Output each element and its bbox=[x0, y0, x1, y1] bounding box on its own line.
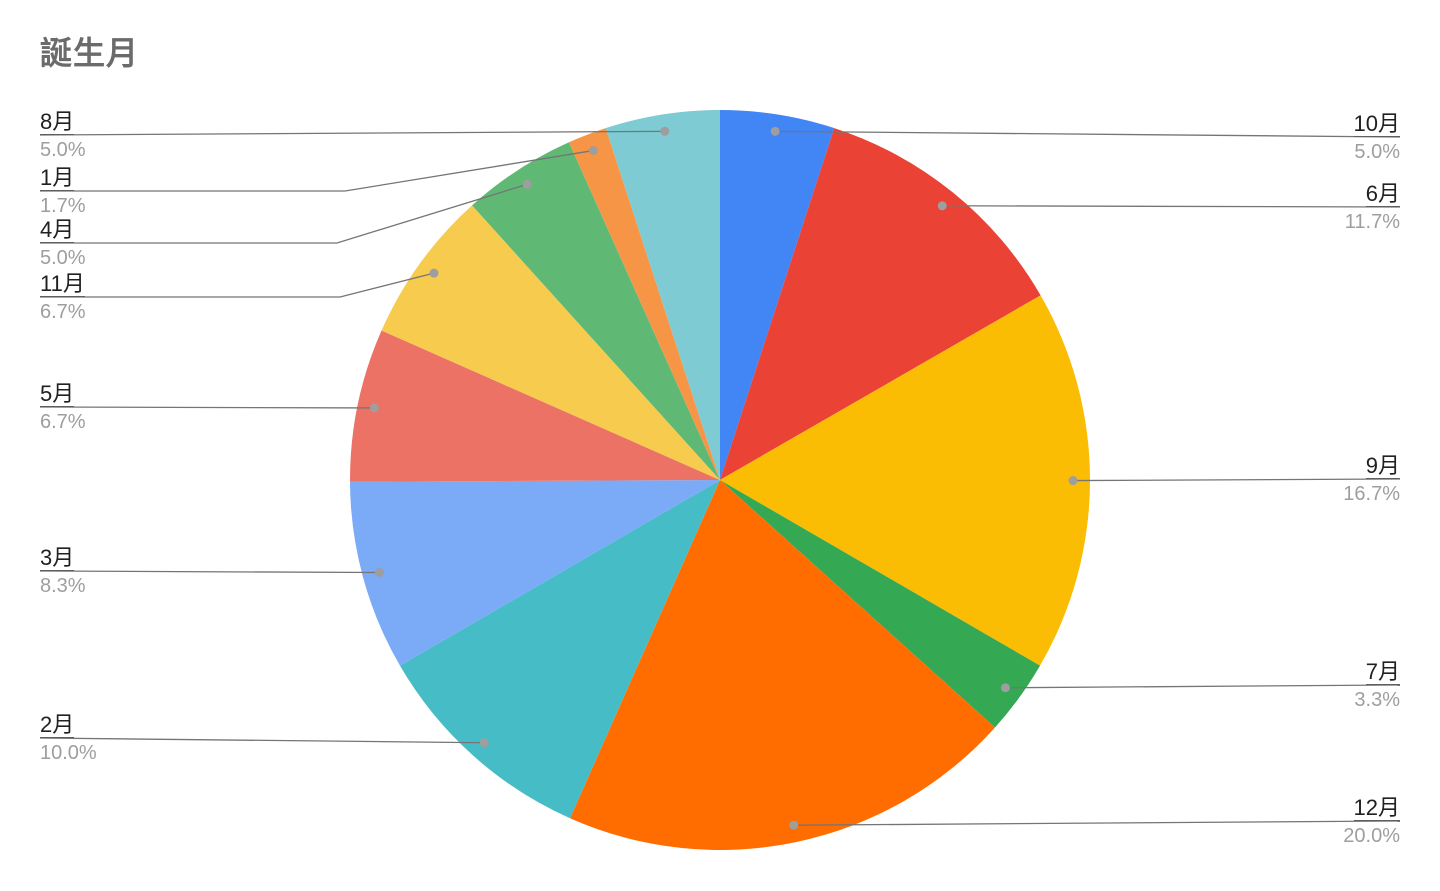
slice-label-percent: 6.7% bbox=[40, 301, 86, 323]
pie-slice-11月[interactable] bbox=[381, 205, 720, 480]
slice-label-month: 8月 bbox=[40, 109, 75, 135]
slice-label-2月: 2月 10.0% bbox=[40, 712, 97, 765]
slice-label-month: 4月 bbox=[40, 217, 75, 243]
leader-line-4月 bbox=[40, 183, 528, 244]
slice-label-month: 11月 bbox=[40, 271, 85, 297]
slice-label-6月: 6月 11.7% bbox=[1345, 181, 1400, 234]
slice-dot-8月 bbox=[660, 126, 670, 136]
slice-dot-1月 bbox=[588, 146, 598, 156]
slice-dot-2月 bbox=[479, 738, 489, 748]
leader-line-10月 bbox=[775, 130, 1401, 138]
slice-label-month: 7月 bbox=[1365, 659, 1400, 685]
pie-slice-8月[interactable] bbox=[605, 110, 720, 480]
slice-label-4月: 4月 5.0% bbox=[40, 217, 86, 270]
leader-line-12月 bbox=[793, 820, 1401, 826]
pie-slice-9月[interactable] bbox=[720, 295, 1090, 666]
pie-slice-4月[interactable] bbox=[472, 142, 720, 481]
pie-slice-5月[interactable] bbox=[349, 330, 720, 482]
slice-label-percent: 5.0% bbox=[40, 247, 86, 269]
slice-dot-7月 bbox=[1000, 683, 1010, 693]
slice-dot-3月 bbox=[374, 568, 384, 578]
slice-label-month: 9月 bbox=[1365, 453, 1400, 479]
pie-slice-3月[interactable] bbox=[350, 480, 720, 666]
slice-label-11月: 11月 6.7% bbox=[40, 271, 86, 324]
slice-dot-6月 bbox=[937, 201, 947, 211]
slice-label-5月: 5月 6.7% bbox=[40, 381, 86, 434]
pie-slice-10月[interactable] bbox=[720, 110, 835, 480]
slice-label-8月: 8月 5.0% bbox=[40, 109, 86, 162]
slice-dot-9月 bbox=[1068, 476, 1078, 486]
slice-dot-5月 bbox=[369, 403, 379, 413]
slice-label-9月: 9月 16.7% bbox=[1343, 453, 1400, 506]
slice-label-month: 3月 bbox=[40, 545, 75, 571]
slice-label-month: 12月 bbox=[1353, 795, 1400, 821]
leader-line-11月 bbox=[40, 272, 435, 298]
slice-dot-11月 bbox=[429, 268, 439, 278]
leader-line-8月 bbox=[39, 130, 665, 136]
leader-line-3月 bbox=[39, 570, 380, 574]
leader-line-7月 bbox=[1005, 684, 1401, 689]
slice-label-percent: 16.7% bbox=[1343, 483, 1400, 505]
slice-label-percent: 3.3% bbox=[1354, 689, 1400, 711]
slice-dot-4月 bbox=[522, 179, 532, 189]
slice-label-percent: 8.3% bbox=[40, 575, 86, 597]
leader-line-9月 bbox=[1072, 478, 1401, 482]
slice-label-10月: 10月 5.0% bbox=[1353, 111, 1400, 164]
slice-label-percent: 1.7% bbox=[40, 195, 86, 217]
leader-line-5月 bbox=[39, 406, 375, 409]
slice-label-percent: 11.7% bbox=[1344, 211, 1400, 233]
slice-label-3月: 3月 8.3% bbox=[40, 545, 86, 598]
slice-label-7月: 7月 3.3% bbox=[1354, 659, 1400, 712]
pie-slice-1月[interactable] bbox=[568, 128, 720, 480]
slice-label-month: 1月 bbox=[40, 165, 75, 191]
slice-label-12月: 12月 20.0% bbox=[1343, 795, 1400, 848]
slice-label-month: 5月 bbox=[40, 381, 75, 407]
slice-label-month: 6月 bbox=[1365, 181, 1400, 207]
leader-line-6月 bbox=[942, 205, 1401, 208]
slice-label-percent: 5.0% bbox=[1354, 141, 1400, 163]
pie-slice-6月[interactable] bbox=[720, 128, 1041, 480]
slice-label-percent: 10.0% bbox=[40, 742, 97, 764]
slice-label-month: 2月 bbox=[40, 712, 75, 738]
slice-dot-12月 bbox=[789, 820, 799, 830]
chart-title: 誕生月 bbox=[40, 35, 140, 71]
pie-slice-12月[interactable] bbox=[570, 480, 996, 851]
leader-line-1月 bbox=[40, 149, 594, 192]
leader-line-2月 bbox=[39, 737, 485, 744]
slice-label-1月: 1月 1.7% bbox=[40, 165, 86, 218]
pie-slice-7月[interactable] bbox=[720, 480, 1041, 728]
slice-label-percent: 20.0% bbox=[1343, 825, 1400, 847]
slice-label-percent: 6.7% bbox=[40, 411, 86, 433]
slice-label-percent: 5.0% bbox=[40, 139, 86, 161]
pie-slice-2月[interactable] bbox=[399, 480, 720, 819]
slice-label-month: 10月 bbox=[1353, 111, 1400, 137]
slice-dot-10月 bbox=[770, 126, 780, 136]
